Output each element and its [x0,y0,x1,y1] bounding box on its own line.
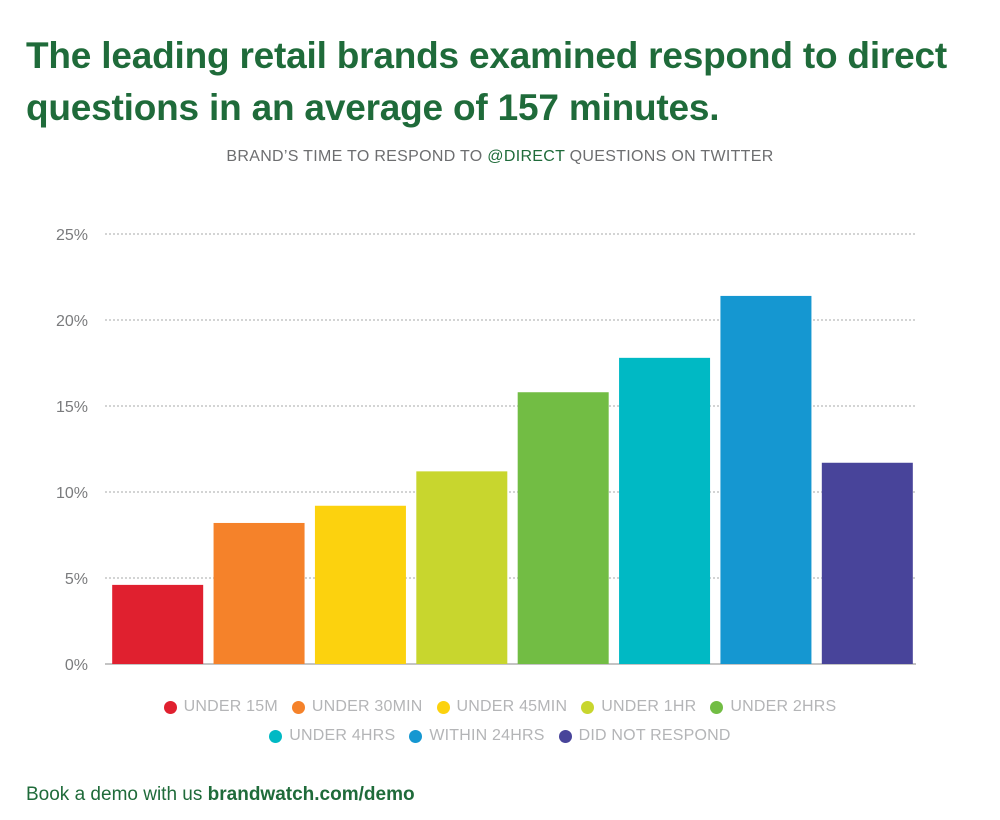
bar-within-24hrs [720,295,812,664]
headline: The leading retail brands examined respo… [26,35,947,128]
legend-swatch-icon [269,729,283,743]
chart-subtitle: BRAND’S TIME TO RESPOND TO @DIRECT QUEST… [0,148,1000,166]
y-tick-label: 10% [56,485,88,502]
legend-label: UNDER 4HRS [289,727,396,744]
legend-row-2: UNDER 4HRS WITHIN 24HRS DID NOT RESPOND [0,727,1000,745]
legend-label: UNDER 45MIN [456,698,568,715]
bar-under-30min [213,522,305,664]
y-tick-label: 0% [65,657,88,674]
legend-swatch-icon [163,700,177,714]
legend-swatch-icon [581,700,595,714]
subtitle-suffix: QUESTIONS ON TWITTER [564,148,774,165]
footer: Book a demo with us brandwatch.com/demo [26,784,415,806]
legend-item: UNDER 4HRS [269,727,395,745]
footer-text: Book a demo with us [26,784,208,805]
bar-under-2hrs [517,392,609,664]
subtitle-prefix: BRAND’S TIME TO RESPOND TO [226,148,488,165]
legend-swatch-icon [409,729,423,743]
y-tick-label: 5% [65,571,88,588]
bar-under-4hrs [619,357,711,664]
legend-label: UNDER 30MIN [311,698,423,715]
y-tick-label: 25% [56,227,88,244]
legend-item: UNDER 2HRS [710,698,836,716]
legend-swatch-icon [436,700,450,714]
legend-item: DID NOT RESPOND [558,727,731,745]
subtitle-highlight: @DIRECT [487,148,565,165]
y-tick-label: 15% [56,399,88,416]
legend-row-1: UNDER 15M UNDER 30MIN UNDER 45MIN UNDER 1HR… [0,698,1000,716]
bar-under-15m [112,584,204,664]
bar-did-not-respond [821,462,913,664]
bar-under-45min [314,505,406,664]
legend-label: DID NOT RESPOND [578,727,731,744]
legend-item: UNDER 30MIN [291,698,423,716]
legend-label: UNDER 2HRS [730,698,837,715]
legend-swatch-icon [710,700,724,714]
legend-item: UNDER 1HR [581,698,696,716]
legend-swatch-icon [291,700,305,714]
legend-item: UNDER 15M [163,698,278,716]
legend-item: WITHIN 24HRS [409,727,544,745]
legend-label: UNDER 15M [183,698,278,715]
legend-swatch-icon [558,729,572,743]
legend-label: WITHIN 24HRS [429,727,545,744]
legend-label: UNDER 1HR [601,698,697,715]
bar-under-1hr [416,471,508,664]
legend-item: UNDER 45MIN [436,698,568,716]
y-tick-label: 20% [56,313,88,330]
footer-link[interactable]: brandwatch.com/demo [207,784,415,805]
